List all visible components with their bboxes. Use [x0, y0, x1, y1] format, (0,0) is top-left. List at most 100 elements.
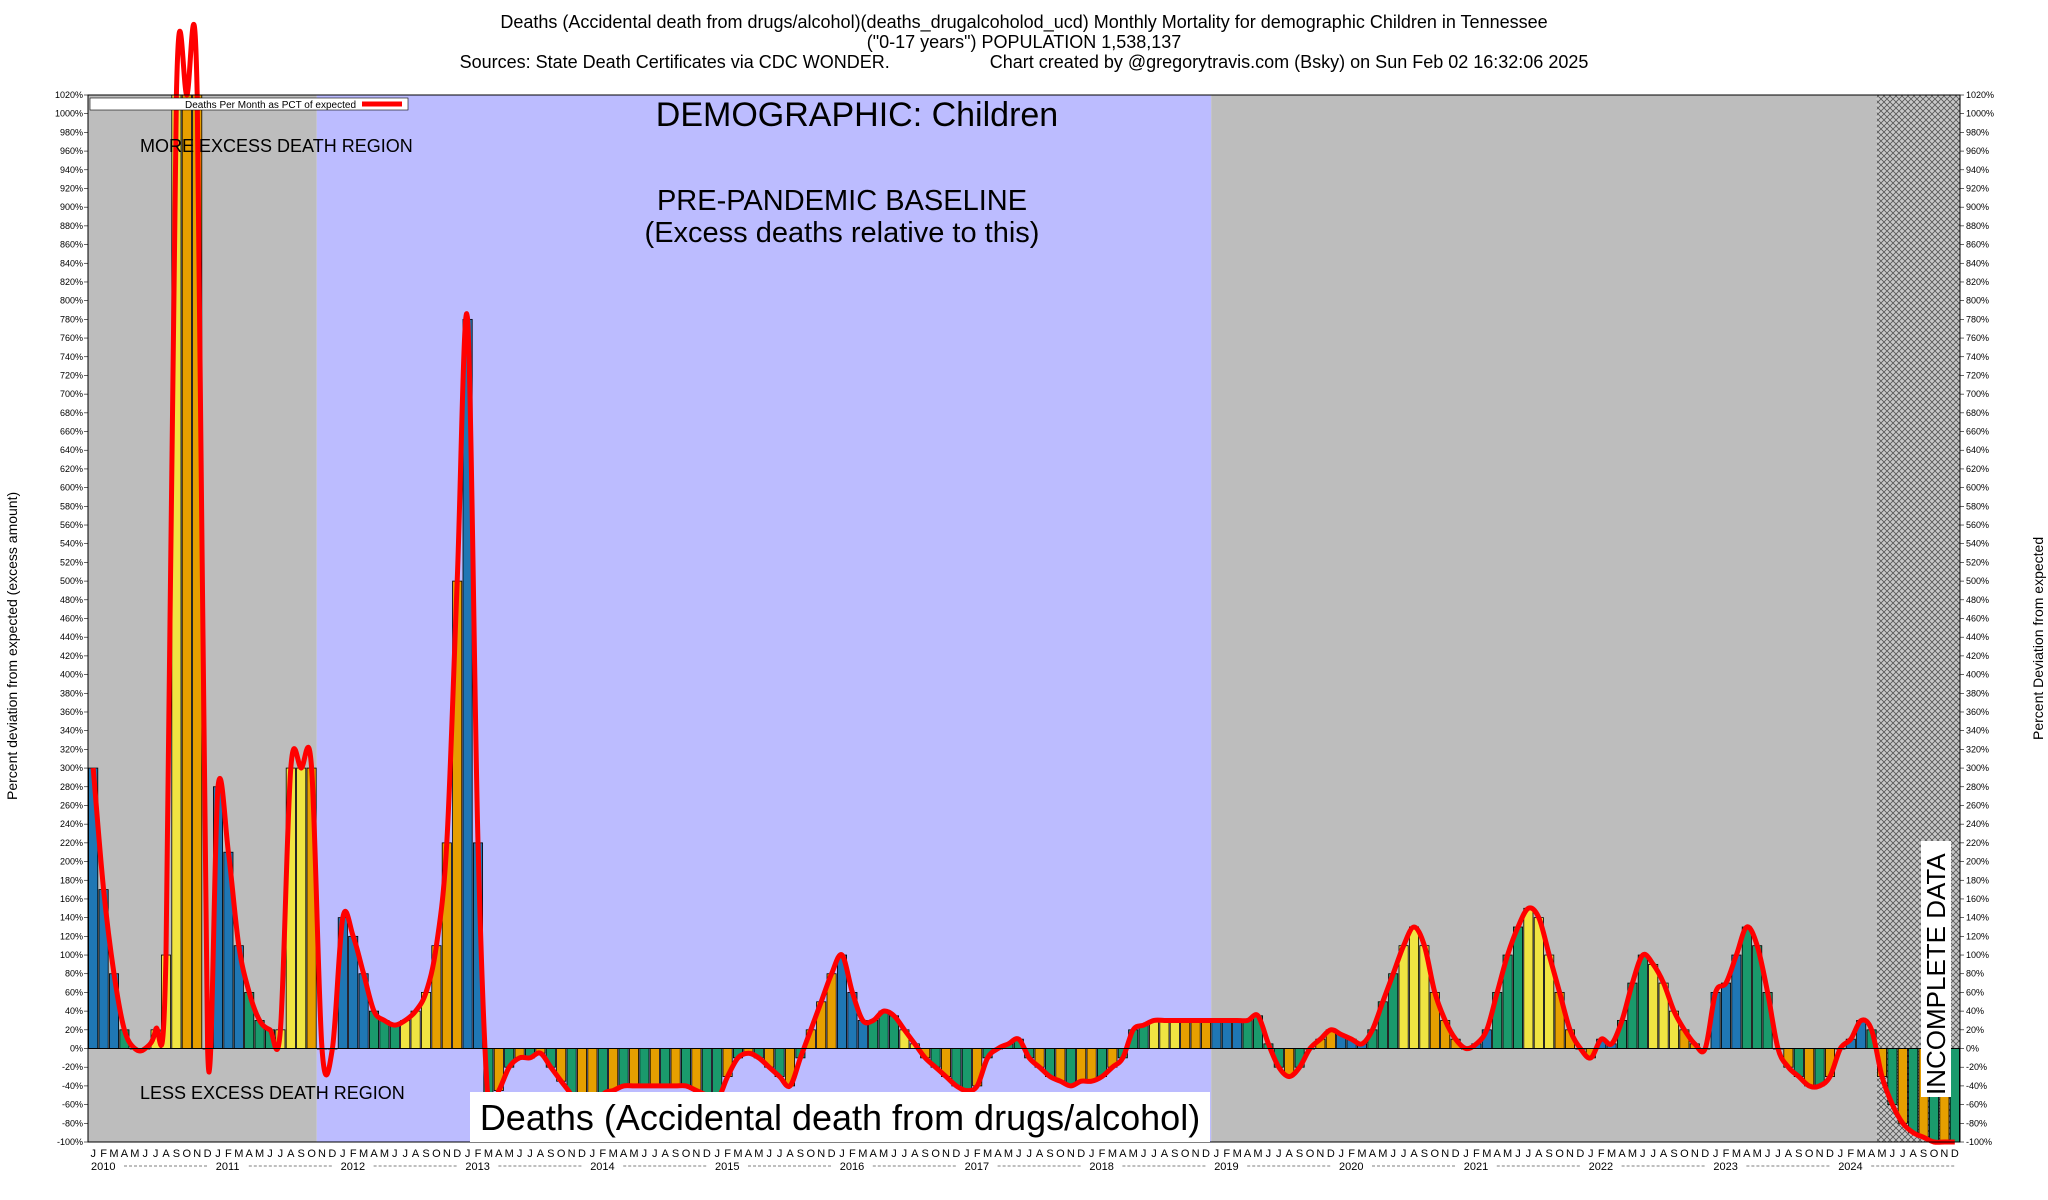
- bar: [1908, 1048, 1919, 1134]
- chart-axes: -100% -100% -80% -80% -60% -60% -40% -40% -20% -2…: [55, 90, 1994, 1173]
- x-tick-month: A: [412, 1148, 420, 1160]
- y-tick-label-right: 280%: [1966, 782, 1989, 792]
- x-tick-month: D: [1327, 1148, 1335, 1160]
- y-tick-label-left: 600%: [60, 483, 83, 493]
- y-tick-label-left: 200%: [60, 857, 83, 867]
- bar: [670, 1048, 681, 1087]
- x-tick-month: D: [703, 1148, 711, 1160]
- y-tick-label-right: 160%: [1966, 894, 1989, 904]
- x-tick-year: 2016: [840, 1161, 864, 1173]
- y-tick-label-right: 760%: [1966, 333, 1989, 343]
- x-tick-month: O: [1805, 1148, 1814, 1160]
- x-tick-month: M: [359, 1148, 368, 1160]
- x-tick-month: J: [402, 1148, 408, 1160]
- bar: [961, 1048, 972, 1091]
- x-tick-month: S: [547, 1148, 554, 1160]
- y-tick-label-right: -80%: [1966, 1118, 1987, 1128]
- x-tick-month: M: [1233, 1148, 1242, 1160]
- x-tick-year: 2018: [1089, 1161, 1113, 1173]
- bar: [1637, 954, 1648, 1049]
- bar: [618, 1048, 629, 1087]
- x-tick-month: J: [1390, 1148, 1396, 1160]
- bar: [1065, 1048, 1076, 1087]
- y-tick-label-right: 540%: [1966, 539, 1989, 549]
- y-tick-label-left: 820%: [60, 277, 83, 287]
- x-tick-month: A: [620, 1148, 628, 1160]
- x-tick-month: J: [1515, 1148, 1521, 1160]
- x-tick-month: J: [527, 1148, 533, 1160]
- x-tick-month: M: [1857, 1148, 1866, 1160]
- x-tick-month: O: [307, 1148, 316, 1160]
- x-tick-month: F: [225, 1148, 232, 1160]
- x-tick-month: J: [1588, 1148, 1594, 1160]
- bar: [1398, 945, 1409, 1049]
- bar: [1086, 1048, 1097, 1082]
- x-tick-month: M: [858, 1148, 867, 1160]
- bar: [1814, 1048, 1825, 1087]
- x-tick-month: J: [1838, 1148, 1844, 1160]
- x-tick-month: O: [432, 1148, 441, 1160]
- y-tick-label-right: 340%: [1966, 726, 1989, 736]
- x-tick-month: J: [1650, 1148, 1656, 1160]
- x-tick-month: J: [902, 1148, 908, 1160]
- chart-title-line1: Deaths (Accidental death from drugs/alco…: [500, 12, 1548, 32]
- y-tick-label-left: 500%: [60, 576, 83, 586]
- x-tick-year: 2017: [965, 1161, 989, 1173]
- x-tick-month: M: [754, 1148, 763, 1160]
- y-tick-label-left: 900%: [60, 202, 83, 212]
- y-tick-label-left: 960%: [60, 146, 83, 156]
- x-tick-month: A: [1743, 1148, 1751, 1160]
- y-tick-label-left: -60%: [62, 1100, 83, 1110]
- bar: [691, 1048, 702, 1091]
- x-tick-month: M: [1607, 1148, 1616, 1160]
- bar: [1523, 907, 1534, 1049]
- x-tick-month: S: [1670, 1148, 1677, 1160]
- y-tick-label-left: -20%: [62, 1062, 83, 1072]
- x-tick-month: M: [1482, 1148, 1491, 1160]
- y-tick-label-left: 120%: [60, 931, 83, 941]
- y-tick-label-left: 980%: [60, 127, 83, 137]
- y-tick-label-right: 180%: [1966, 875, 1989, 885]
- y-tick-label-left: 20%: [65, 1025, 83, 1035]
- x-tick-month: O: [931, 1148, 940, 1160]
- baseline-label-1: PRE-PANDEMIC BASELINE: [657, 185, 1027, 217]
- x-tick-month: J: [267, 1148, 273, 1160]
- x-tick-month: M: [983, 1148, 992, 1160]
- x-tick-month: N: [1316, 1148, 1324, 1160]
- y-tick-label-right: 800%: [1966, 296, 1989, 306]
- y-tick-label-right: 220%: [1966, 838, 1989, 848]
- bar: [1221, 1020, 1232, 1049]
- y-tick-label-left: 860%: [60, 240, 83, 250]
- y-tick-label-right: 300%: [1966, 763, 1989, 773]
- y-tick-label-right: 660%: [1966, 427, 1989, 437]
- y-tick-label-left: 180%: [60, 875, 83, 885]
- x-tick-month: A: [1618, 1148, 1626, 1160]
- y-tick-label-left: 680%: [60, 408, 83, 418]
- x-tick-month: A: [1410, 1148, 1418, 1160]
- y-tick-label-right: 880%: [1966, 221, 1989, 231]
- bottom-label-bg: [470, 1092, 1210, 1142]
- x-tick-month: O: [1056, 1148, 1065, 1160]
- y-tick-label-left: 1000%: [55, 109, 83, 119]
- y-tick-label-left: 920%: [60, 183, 83, 193]
- x-tick-month: M: [609, 1148, 618, 1160]
- x-tick-month: S: [797, 1148, 804, 1160]
- x-tick-month: J: [1214, 1148, 1220, 1160]
- region-gray-2: [1211, 95, 1877, 1142]
- x-tick-month: A: [911, 1148, 919, 1160]
- bar: [1159, 1020, 1170, 1049]
- y-tick-label-left: 540%: [60, 539, 83, 549]
- y-tick-label-left: 580%: [60, 501, 83, 511]
- x-tick-month: M: [1732, 1148, 1741, 1160]
- x-tick-month: A: [1868, 1148, 1876, 1160]
- bar: [1513, 926, 1524, 1049]
- x-tick-month: N: [193, 1148, 201, 1160]
- x-tick-month: J: [1276, 1148, 1282, 1160]
- y-tick-label-right: 400%: [1966, 670, 1989, 680]
- x-tick-month: J: [1640, 1148, 1646, 1160]
- x-tick-month: A: [1494, 1148, 1502, 1160]
- y-tick-label-left: 80%: [65, 969, 83, 979]
- x-tick-month: M: [1004, 1148, 1013, 1160]
- x-tick-month: J: [278, 1148, 284, 1160]
